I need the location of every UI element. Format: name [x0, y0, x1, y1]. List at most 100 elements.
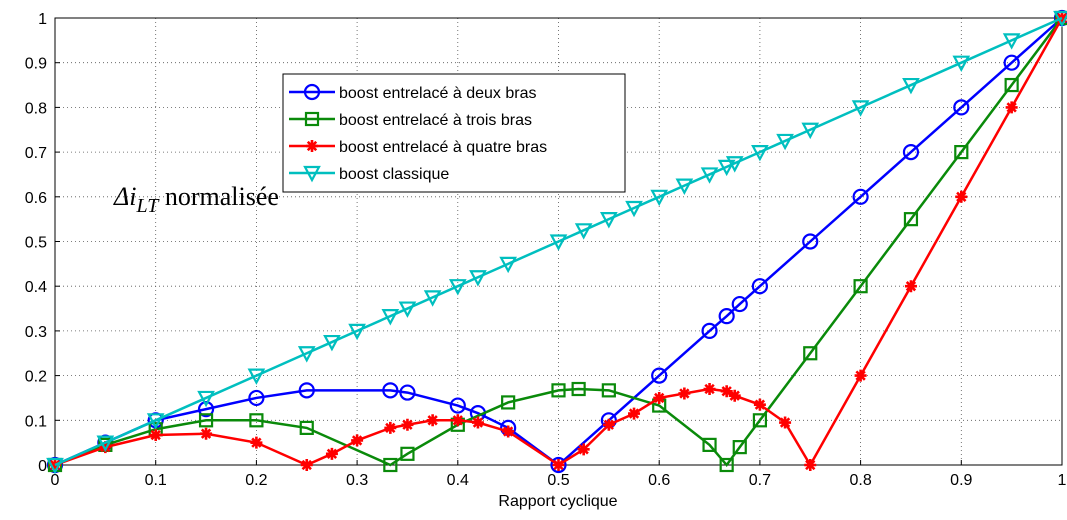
marker [383, 457, 398, 473]
legend: boost entrelacé à deux bras boost entrela… [282, 73, 626, 193]
marker [804, 459, 817, 471]
y-tick-label: 0.7 [25, 145, 47, 162]
legend-marker [303, 83, 321, 101]
marker [718, 308, 735, 325]
marker [625, 200, 643, 218]
marker [776, 133, 794, 151]
marker [602, 418, 615, 431]
marker [574, 223, 593, 240]
legend-marker [304, 111, 320, 127]
marker [197, 390, 215, 408]
marker [249, 413, 264, 428]
marker [902, 77, 920, 95]
marker [549, 234, 568, 251]
annotation: ΔiLT normalisée [113, 182, 279, 217]
y-tick-label: 0.8 [25, 100, 47, 117]
marker [720, 385, 733, 398]
x-tick-label: 0.4 [447, 472, 469, 489]
marker [449, 397, 466, 414]
y-tick-label: 0.9 [25, 56, 47, 73]
marker [46, 457, 64, 475]
marker [1004, 77, 1019, 93]
marker [751, 145, 769, 162]
y-tick-label: 0.2 [25, 369, 47, 386]
legend-label: boost entrelacé à quatre bras [339, 139, 547, 156]
marker [751, 278, 769, 295]
marker [702, 437, 717, 452]
marker [323, 334, 341, 352]
legend-marker [306, 140, 318, 152]
series-line [54, 17, 1063, 468]
marker [700, 167, 719, 184]
marker [902, 144, 920, 161]
marker [903, 212, 919, 227]
marker [801, 122, 820, 140]
marker [299, 420, 314, 435]
marker [952, 55, 971, 73]
marker [502, 425, 515, 438]
x-tick-label: 1 [1058, 472, 1067, 489]
x-axis-label: Rapport cyclique [498, 493, 617, 510]
marker [325, 447, 338, 460]
y-tick-label: 0.1 [25, 413, 47, 430]
marker [955, 190, 968, 203]
marker [381, 309, 400, 326]
x-tick-label: 0.6 [648, 472, 670, 489]
legend-label: boost classique [339, 166, 449, 183]
marker [678, 387, 691, 400]
legend-label: boost entrelacé à trois bras [339, 112, 532, 129]
y-tick-label: 0 [38, 458, 47, 475]
marker [653, 391, 666, 404]
marker [501, 395, 516, 410]
marker [401, 418, 414, 431]
marker [1053, 10, 1067, 28]
annotation-symbol: Δi [113, 182, 136, 211]
marker [400, 446, 415, 461]
x-tick-label: 0 [51, 472, 60, 489]
legend-marker [303, 165, 321, 183]
marker [853, 279, 868, 294]
marker [725, 156, 744, 173]
x-tick-label: 0.9 [950, 472, 972, 489]
marker [802, 233, 819, 250]
marker [297, 346, 316, 363]
marker [247, 368, 266, 385]
marker [601, 383, 616, 398]
marker [348, 323, 366, 341]
marker [146, 413, 165, 430]
marker [197, 401, 215, 418]
y-tick-label: 0.3 [25, 324, 47, 341]
marker [469, 270, 487, 287]
marker [1002, 33, 1021, 50]
marker [426, 414, 439, 427]
marker [577, 443, 590, 456]
marker [600, 212, 618, 229]
marker [719, 457, 734, 473]
marker [451, 414, 464, 427]
marker [149, 429, 162, 442]
marker [1005, 101, 1018, 114]
x-tick-label: 0.2 [245, 472, 267, 489]
marker [1003, 54, 1020, 71]
marker [499, 256, 517, 274]
marker [728, 389, 741, 402]
marker [953, 99, 970, 116]
marker [703, 383, 716, 396]
marker [675, 178, 694, 195]
marker [200, 427, 213, 440]
legend-label: boost entrelacé à deux bras [339, 85, 536, 102]
marker [571, 381, 586, 397]
marker [628, 407, 641, 420]
marker [551, 383, 566, 398]
x-tick-label: 0.5 [547, 472, 569, 489]
x-tick-label: 0.8 [849, 472, 871, 489]
marker [717, 159, 736, 177]
legend-box [282, 73, 626, 193]
annotation-text: normalisée [165, 182, 279, 211]
marker [803, 346, 818, 361]
marker [382, 382, 399, 399]
y-tick-label: 0.5 [25, 235, 47, 252]
marker [852, 188, 869, 205]
marker [752, 413, 768, 428]
